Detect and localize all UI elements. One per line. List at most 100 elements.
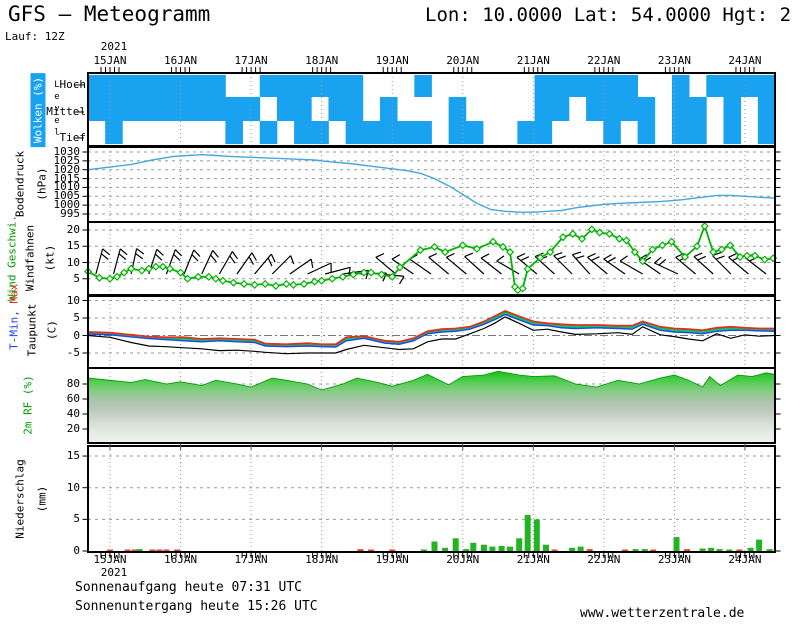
wind-barb-feather (619, 255, 628, 262)
precip-bar (174, 549, 180, 551)
wind-barb-shaft (654, 262, 679, 275)
y-tick-label: 80 (66, 377, 80, 390)
wind-barb-shaft (307, 262, 332, 275)
wind-barb-feather (428, 252, 438, 258)
wind-barb-shaft (553, 255, 573, 275)
wind-marker (536, 253, 545, 262)
wind-barb-feather (591, 256, 600, 262)
cloud-cell (345, 121, 364, 144)
cloud-cell (620, 97, 638, 121)
cloud-cell (637, 121, 656, 144)
precip-bar (516, 538, 523, 551)
wind-barb-shaft (236, 252, 253, 275)
wind-marker (377, 270, 386, 279)
wind-marker (680, 252, 690, 262)
cloud-cell (706, 75, 724, 97)
wind-barb-feather (575, 255, 585, 259)
wind-barb-feather (446, 252, 455, 258)
humidity-area (87, 370, 776, 444)
precip-bar (622, 549, 628, 551)
precip-axis-label: Niederschlag (13, 459, 27, 539)
wind-marker (498, 242, 508, 251)
wind-marker (558, 233, 567, 242)
wind-marker (430, 242, 439, 251)
cloud-cell (225, 121, 243, 144)
cloud-cell (517, 121, 535, 144)
clouds-axis-label: Wolken (%) (30, 72, 46, 148)
cloud-cell (757, 121, 776, 144)
wind-barb-shaft (603, 258, 626, 275)
wind-barb-feather (572, 251, 582, 256)
cloud-cell (276, 97, 295, 121)
wind-barb-feather (118, 253, 127, 260)
wind-barbs-axis-label: Windfahnen (23, 224, 37, 292)
wind-marker (441, 248, 450, 257)
bottom-date-label: 15JAN (93, 553, 127, 566)
precip-bar (124, 549, 131, 551)
y-tick-label: 20 (66, 422, 80, 435)
precip-bar (489, 546, 496, 551)
y-tick-label: 1005 (53, 189, 81, 203)
cloud-cell (191, 97, 209, 121)
cloud-cell (397, 121, 415, 144)
precip-bar (684, 549, 691, 551)
precip-bar (389, 549, 396, 551)
wind-marker (328, 274, 337, 283)
wind-marker (366, 268, 376, 277)
wind-speed-markers (84, 222, 778, 295)
tmax-line (88, 310, 775, 346)
y-tick-label: 1010 (53, 180, 81, 194)
wind-barb-feather (290, 255, 295, 265)
wind-barb-feather (156, 248, 164, 256)
wind-barb-feather (191, 254, 199, 262)
wind-barb-feather (728, 252, 737, 258)
cloud-cell (671, 75, 690, 97)
wind-barb-shaft (428, 256, 450, 275)
wind-marker (717, 245, 726, 254)
wind-barb-feather (231, 251, 239, 260)
cloud-cover-cells (88, 75, 776, 144)
cloud-cell (689, 97, 707, 121)
precip-bar (470, 542, 477, 551)
y-tick-label: 1030 (53, 145, 81, 158)
temp-min-label: T-Min, (7, 303, 21, 350)
precip-bar (543, 544, 549, 551)
wind-marker (349, 270, 358, 279)
top-year-label: 2021 (100, 40, 128, 53)
website-label: www.wetterzentrale.de (580, 606, 745, 621)
precip-bar (163, 549, 170, 551)
wind-barb-shaft (587, 256, 608, 275)
sunrise-label: Sonnenaufgang heute 07:31 UTC (75, 580, 302, 595)
wind-marker (289, 280, 298, 289)
wind-marker (523, 264, 532, 274)
wind-marker (587, 225, 596, 234)
cloud-cell (603, 121, 621, 144)
wind-barb-feather (391, 254, 401, 260)
cloud-cell (671, 121, 690, 144)
cloud-cell (534, 75, 553, 97)
y-tick-label: 5 (73, 512, 80, 526)
wind-barb-shaft (95, 248, 104, 275)
precip-bar (726, 549, 733, 551)
precip-bar (551, 549, 558, 551)
cloud-level-tief: Tief (59, 131, 87, 144)
precip-bar (673, 537, 680, 551)
temp-max-label: Max (7, 283, 21, 304)
cloud-cell (311, 75, 329, 97)
pressure-axis-label: Bodendruck (13, 150, 27, 218)
gridlines (88, 73, 775, 552)
wind-barb-feather (212, 250, 219, 258)
top-date-label: 21JAN (516, 54, 550, 67)
precip-bar (699, 548, 706, 551)
cloud-cell (671, 97, 690, 121)
wind-marker (700, 222, 709, 231)
precip-bar (569, 547, 576, 551)
precip-bar (524, 514, 531, 551)
cloud-cell (568, 75, 587, 97)
precip-bar (533, 519, 540, 551)
wind-barb-shaft (619, 260, 643, 275)
precip-bar (756, 539, 763, 551)
wind-barb-feather (174, 249, 183, 257)
